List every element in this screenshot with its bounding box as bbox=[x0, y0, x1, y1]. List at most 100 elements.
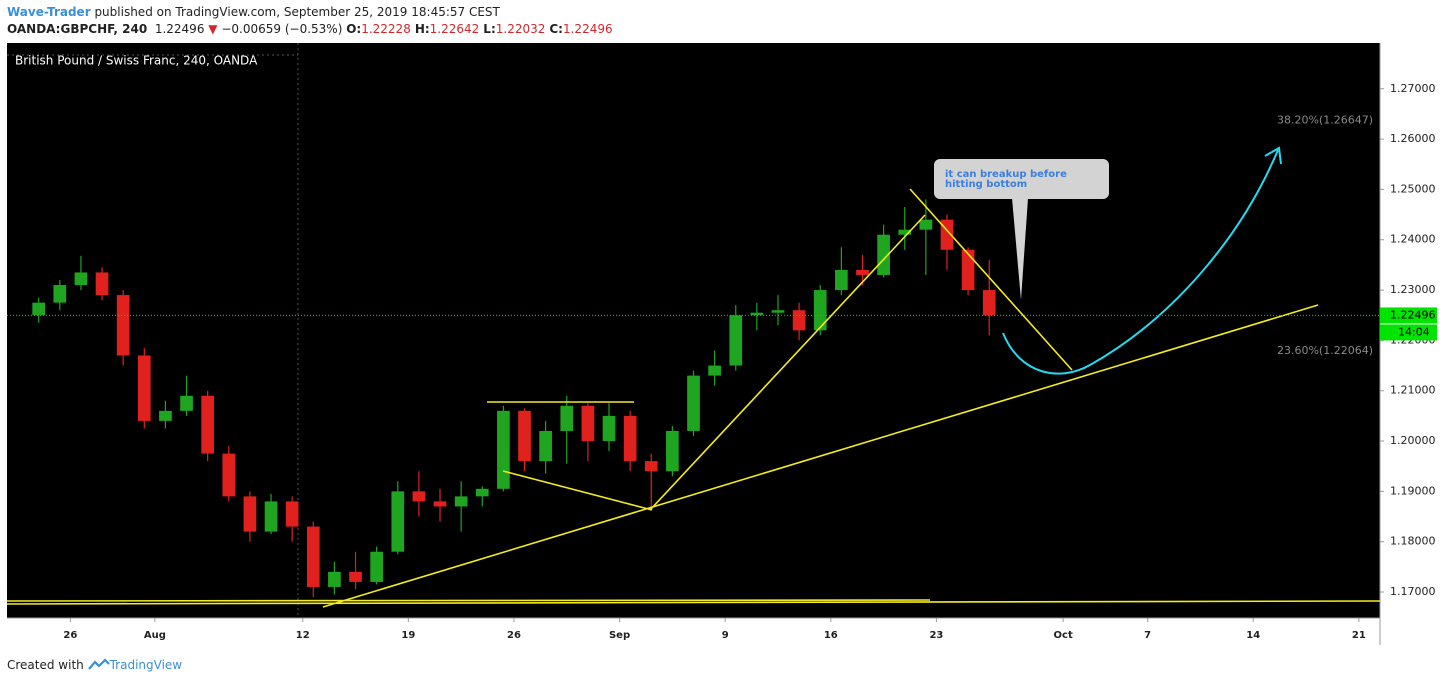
y-tick-label: 1.20000 bbox=[1390, 434, 1436, 447]
x-tick-label: 14 bbox=[1246, 630, 1260, 641]
candle-body bbox=[306, 526, 320, 587]
ohlc: O:1.22228 H:1.22642 L:1.22032 C:1.22496 bbox=[346, 22, 616, 36]
ohlc-value: 1.22228 bbox=[361, 22, 411, 36]
x-tick-label: Aug bbox=[144, 630, 166, 641]
candle-body bbox=[222, 453, 236, 497]
plot-bg bbox=[7, 43, 1380, 618]
footer: Created with TradingView bbox=[7, 657, 182, 672]
x-tick-label: 12 bbox=[296, 630, 310, 641]
header: Wave-Trader published on TradingView.com… bbox=[7, 4, 617, 38]
candle-body bbox=[391, 491, 405, 552]
ohlc-label: H: bbox=[414, 22, 430, 36]
candle-body bbox=[159, 410, 172, 421]
candle-body bbox=[74, 272, 88, 286]
x-tick-label: 26 bbox=[63, 630, 77, 641]
y-tick-label: 1.27000 bbox=[1390, 82, 1436, 95]
ohlc-label: L: bbox=[483, 22, 496, 36]
candle-body bbox=[497, 410, 510, 489]
candle-body bbox=[180, 395, 193, 411]
candle-body bbox=[856, 269, 869, 275]
y-tick-label: 1.21000 bbox=[1390, 384, 1436, 397]
candle-body bbox=[835, 269, 848, 291]
trend-line bbox=[649, 214, 926, 511]
candle-body bbox=[433, 501, 447, 507]
candle-body bbox=[349, 571, 362, 582]
candle-body bbox=[201, 395, 215, 454]
support-line bbox=[6, 600, 1381, 605]
candle-body bbox=[666, 430, 679, 472]
candle-body bbox=[95, 272, 109, 296]
change: −0.00659 (−0.53%) bbox=[221, 22, 343, 36]
candle-body bbox=[982, 290, 996, 316]
candle-body bbox=[328, 571, 341, 587]
last-price-box bbox=[1380, 307, 1437, 324]
x-tick-label: 23 bbox=[929, 630, 943, 641]
candle-body bbox=[581, 405, 595, 442]
trend-line bbox=[502, 470, 653, 511]
candle-body bbox=[518, 410, 531, 462]
candle-body bbox=[729, 315, 743, 366]
arrow: ▼ bbox=[208, 22, 218, 36]
candle-body bbox=[961, 249, 975, 291]
y-tick-label: 1.23000 bbox=[1390, 283, 1436, 296]
candle-body bbox=[243, 496, 257, 532]
fib-label: 38.20%(1.26647) bbox=[1277, 114, 1373, 127]
candle-body bbox=[285, 501, 299, 527]
last: 1.22496 bbox=[154, 22, 205, 36]
published: published on TradingView.com, September … bbox=[90, 5, 500, 19]
symbol: OANDA:GBPCHF, 240 bbox=[7, 22, 148, 36]
x-tick-label: Sep bbox=[609, 630, 630, 641]
support-line bbox=[6, 599, 931, 602]
candle-body bbox=[454, 496, 468, 507]
projection-curve bbox=[1002, 149, 1279, 375]
candle-body bbox=[264, 501, 278, 532]
ohlc-value: 1.22496 bbox=[562, 22, 613, 36]
trend-line bbox=[909, 188, 1073, 371]
candle-body bbox=[370, 551, 383, 582]
ohlc-label: C: bbox=[549, 22, 563, 36]
candle-body bbox=[53, 285, 67, 303]
x-tick-label: 7 bbox=[1144, 630, 1151, 641]
candle-body bbox=[602, 415, 616, 442]
candle-body bbox=[877, 234, 890, 275]
chart-title: British Pound / Swiss Franc, 240, OANDA bbox=[15, 54, 258, 68]
brand[interactable]: TradingView bbox=[109, 658, 183, 672]
countdown-label: 14:04 bbox=[1398, 325, 1430, 338]
last-price-label: 1.22496 bbox=[1390, 308, 1436, 321]
x-tick-label: 9 bbox=[722, 630, 729, 641]
ohlc-value: 1.22642 bbox=[429, 22, 480, 36]
candle-body bbox=[644, 461, 658, 472]
candle-body bbox=[137, 355, 151, 421]
logo bbox=[87, 658, 110, 670]
candle-body bbox=[32, 302, 46, 316]
y-tick-label: 1.19000 bbox=[1390, 484, 1436, 497]
author[interactable]: Wave-Trader bbox=[7, 5, 91, 19]
projection-arrow bbox=[1264, 146, 1282, 165]
callout-text: it can breakup before bbox=[945, 169, 1067, 180]
x-tick-label: Oct bbox=[1054, 630, 1073, 641]
y-tick-label: 1.17000 bbox=[1390, 585, 1436, 598]
candle-body bbox=[898, 229, 912, 235]
candle-body bbox=[813, 290, 827, 331]
countdown-box bbox=[1380, 324, 1437, 341]
y-tick-label: 1.18000 bbox=[1390, 535, 1436, 548]
candle-body bbox=[623, 415, 637, 462]
x-tick-label: 19 bbox=[401, 630, 415, 641]
x-tick-label: 26 bbox=[507, 630, 521, 641]
candle-body bbox=[687, 375, 700, 431]
candle-body bbox=[412, 491, 426, 502]
header-line-1: Wave-Trader published on TradingView.com… bbox=[7, 4, 617, 21]
candle-body bbox=[771, 310, 785, 313]
ohlc-label: O: bbox=[346, 22, 362, 36]
candle-body bbox=[750, 312, 764, 316]
candle-body bbox=[560, 405, 574, 431]
trend-line bbox=[322, 304, 1319, 608]
candle-body bbox=[708, 365, 721, 376]
footer-text: Created with bbox=[7, 658, 84, 672]
candle-body bbox=[792, 310, 806, 331]
x-tick-label: 21 bbox=[1352, 630, 1366, 641]
candle-body bbox=[919, 219, 933, 230]
candle-body bbox=[539, 430, 552, 462]
fib-label: 23.60%(1.22064) bbox=[1277, 344, 1373, 357]
